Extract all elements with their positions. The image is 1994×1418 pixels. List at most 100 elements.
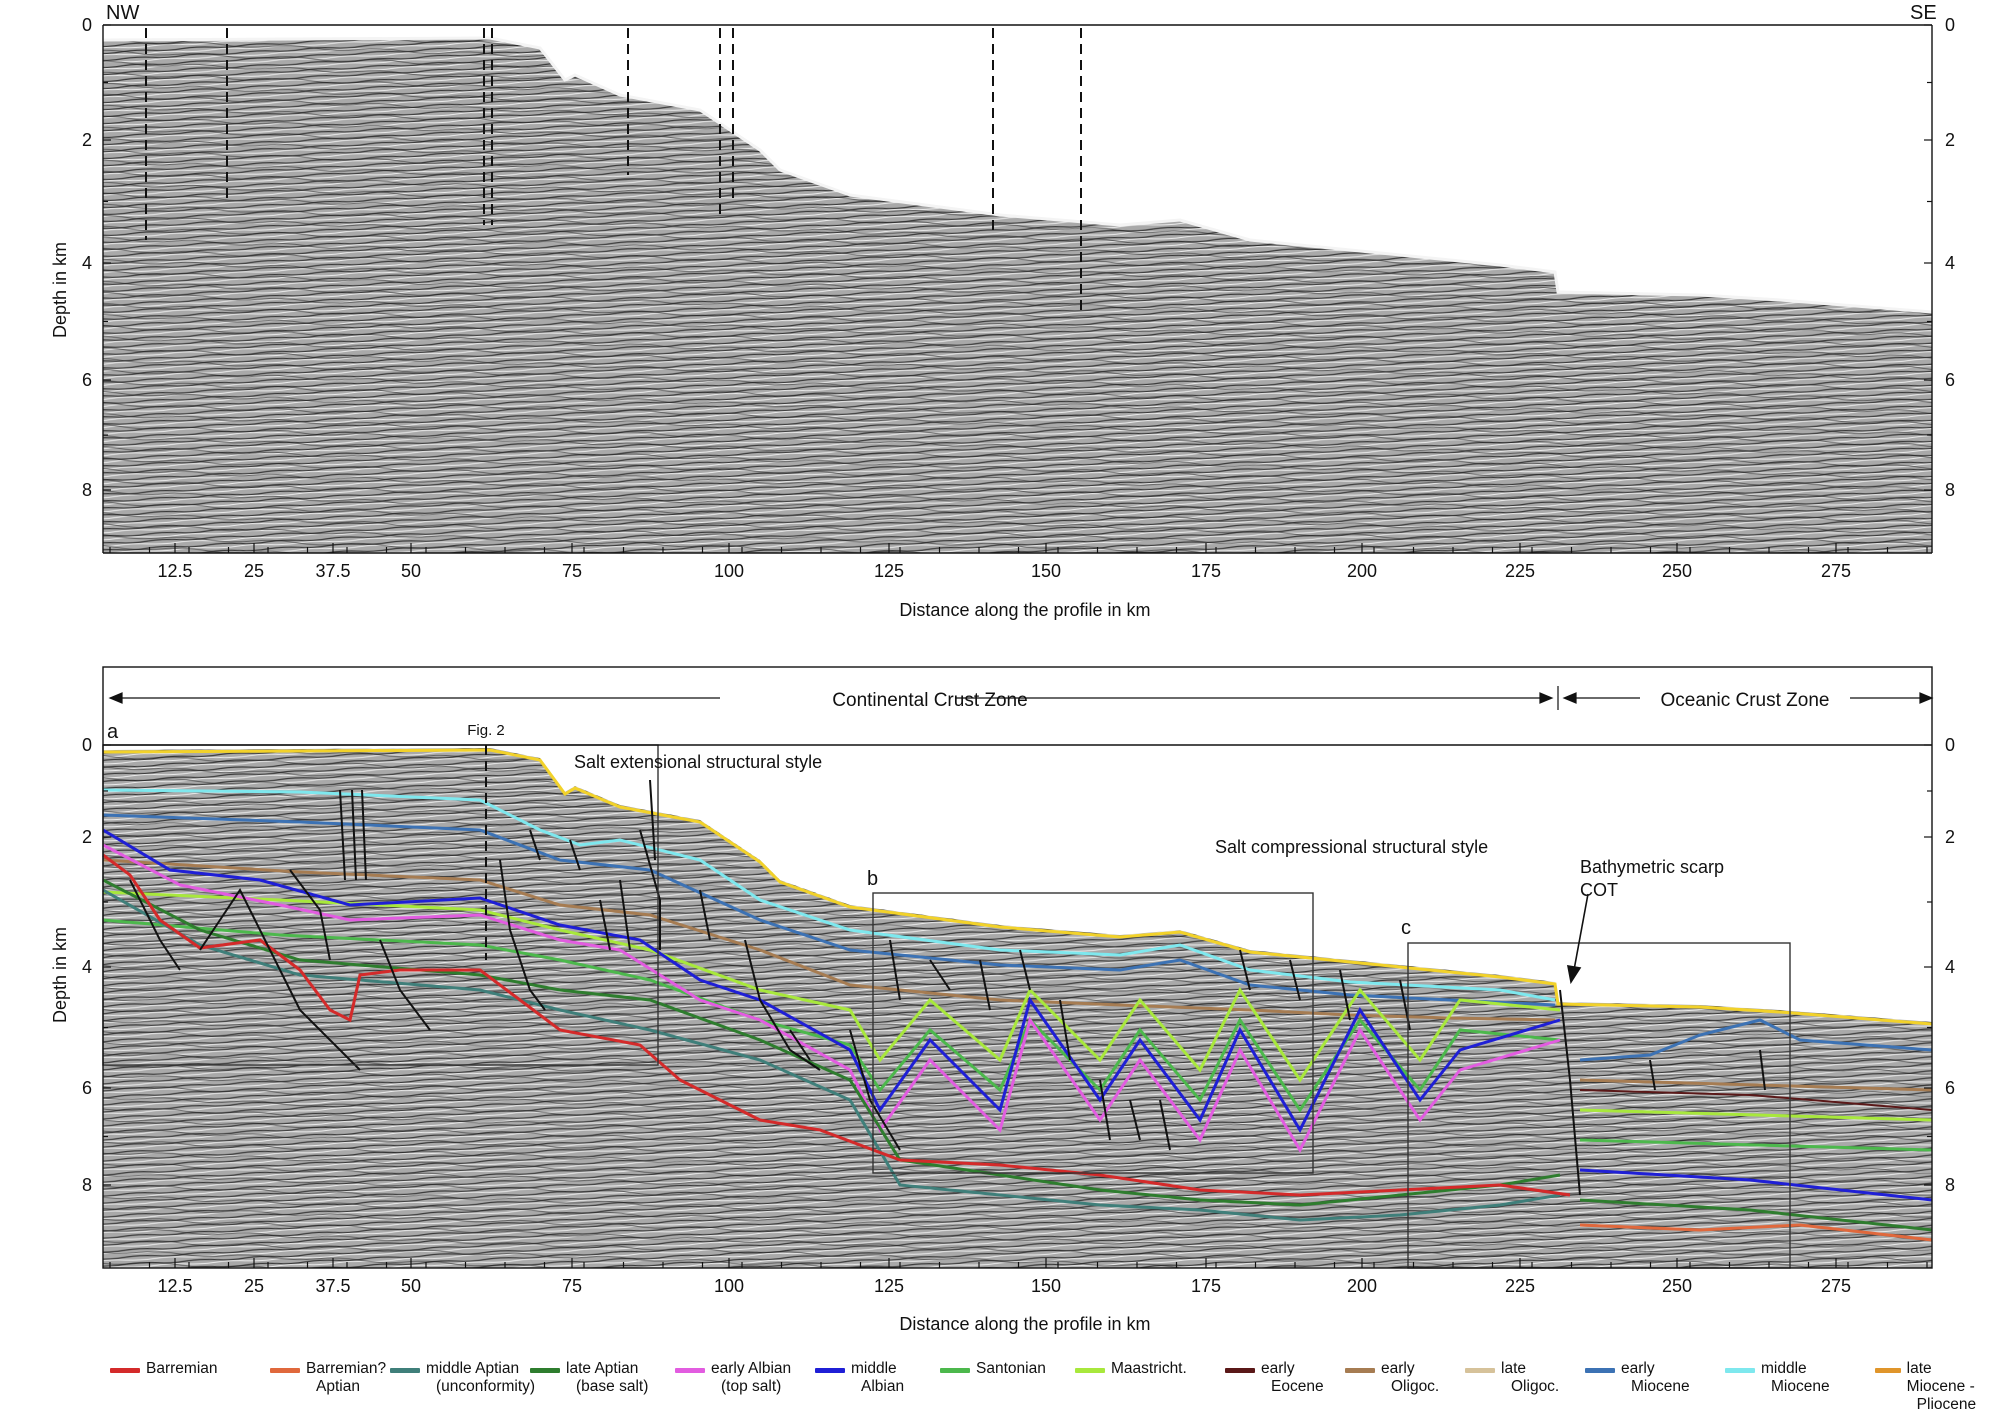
top-seafloor-line (102, 36, 1933, 314)
legend-swatch (1075, 1368, 1105, 1373)
legend-label-line1: Barremian (146, 1360, 218, 1377)
legend-swatch (940, 1368, 970, 1373)
bottom-y-tick-marks (103, 744, 1932, 1186)
scarp-label: Bathymetric scarp (1580, 857, 1724, 877)
x-tick-label: 75 (562, 561, 582, 581)
legend-label: early Albian (top salt) (711, 1360, 791, 1396)
legend-label-line2: Albian (861, 1378, 905, 1395)
x-tick-label: 150 (1031, 1276, 1061, 1296)
legend-label: Maastricht. (1111, 1360, 1187, 1378)
legend-swatch (675, 1368, 705, 1373)
x-tick-label: 175 (1191, 561, 1221, 581)
legend-label: late Oligoc. (1501, 1360, 1559, 1396)
zone-oceanic-label: Oceanic Crust Zone (1661, 690, 1830, 711)
legend-label-line1: middle (1761, 1360, 1807, 1377)
legend-swatch (1875, 1368, 1901, 1373)
top-x-axis-label: Distance along the profile in km (899, 600, 1150, 620)
zone-bar (108, 686, 1934, 710)
horizon-early-miocene (102, 813, 1933, 1062)
horizon-late-miocene-pliocene (102, 748, 1933, 1026)
x-tick-label: 50 (401, 1276, 421, 1296)
legend-label: early Miocene (1621, 1360, 1690, 1396)
y-tick-label-left: 2 (82, 130, 92, 150)
top-frame (102, 24, 1933, 554)
y-tick-label-right: 6 (1945, 370, 1955, 390)
legend-swatch (1585, 1368, 1615, 1373)
legend-item: early Eocene (1225, 1360, 1324, 1396)
x-tick-label: 12.5 (157, 1276, 192, 1296)
x-tick-label: 37.5 (315, 1276, 350, 1296)
y-tick-label-right: 4 (1945, 957, 1955, 977)
y-tick-label-right: 4 (1945, 253, 1955, 273)
legend-label-line1: late (1501, 1360, 1526, 1377)
legend-item: middle Aptian (unconformity) (390, 1360, 535, 1396)
y-tick-label-left: 6 (82, 1078, 92, 1098)
horizon-early-eocene (1579, 1089, 1933, 1111)
top-x-tick-marks (109, 543, 1928, 553)
horizon-maastricht (102, 890, 1933, 1122)
interpreted-faults (129, 779, 1766, 1196)
x-tick-label: 200 (1347, 1276, 1377, 1296)
y-tick-label-left: 0 (82, 735, 92, 755)
horizon-early-albian (102, 843, 1561, 1154)
legend-item: middle Albian (815, 1360, 904, 1396)
legend-label-line2: Aptian (316, 1378, 360, 1395)
x-tick-label: 225 (1505, 561, 1535, 581)
legend-item: late Aptian (base salt) (530, 1360, 648, 1396)
direction-se: SE (1910, 2, 1937, 24)
legend-item: early Oligoc. (1345, 1360, 1439, 1396)
legend-label-line1: Barremian? - (306, 1360, 396, 1377)
legend-swatch (110, 1368, 140, 1373)
x-tick-label: 250 (1662, 1276, 1692, 1296)
legend-swatch (390, 1368, 420, 1373)
legend-label-line2: Miocene (1771, 1378, 1830, 1395)
x-tick-label: 37.5 (315, 561, 350, 581)
legend-swatch (1465, 1368, 1495, 1373)
legend-label-line2: Miocene (1631, 1378, 1690, 1395)
legend-label-line1: late Aptian (566, 1360, 639, 1377)
legend-label-line2: Pliocene (1916, 1396, 1977, 1413)
y-tick-label-left: 8 (82, 1175, 92, 1195)
bottom-x-tick-marks (109, 1258, 1928, 1268)
y-tick-label-left: 8 (82, 480, 92, 500)
direction-nw: NW (106, 2, 139, 24)
legend-label-line2: (top salt) (721, 1378, 782, 1395)
x-tick-label: 275 (1821, 561, 1851, 581)
top-y-axis-label: Depth in km (50, 242, 70, 338)
y-tick-label-left: 4 (82, 253, 92, 273)
legend-label-line1: early (1381, 1360, 1415, 1377)
legend-swatch (1345, 1368, 1375, 1373)
legend-label-line2: Oligoc. (1391, 1378, 1440, 1395)
legend-swatch (270, 1368, 300, 1373)
legend-label-line2: (base salt) (576, 1378, 649, 1395)
y-tick-label-left: 2 (82, 827, 92, 847)
legend-label-line1: early (1261, 1360, 1295, 1377)
bottom-interpreted-panel: Continental Crust Zone Oceanic Crust Zon… (50, 666, 1955, 1334)
top-y-tick-marks (103, 24, 1932, 491)
legend-label-line1: early Albian (711, 1360, 792, 1377)
legend-item: Barremian? - Aptian (270, 1360, 396, 1396)
horizon-middle-albian (102, 828, 1933, 1202)
bottom-y-axis-label: Depth in km (50, 927, 70, 1023)
y-tick-label-right: 6 (1945, 1078, 1955, 1098)
legend-label-line2: Eocene (1271, 1378, 1324, 1395)
legend-label: early Oligoc. (1381, 1360, 1439, 1396)
legend-label: middle Albian (851, 1360, 904, 1396)
legend-label: early Eocene (1261, 1360, 1324, 1396)
x-tick-label: 125 (874, 1276, 904, 1296)
x-tick-label: 25 (244, 1276, 264, 1296)
top-dashed-markers (145, 28, 1082, 310)
legend-label: late Miocene - Pliocene (1907, 1360, 1990, 1414)
cot-label: COT (1580, 880, 1618, 900)
legend-item: Barremian (110, 1360, 218, 1378)
legend-label: Barremian? - Aptian (306, 1360, 396, 1396)
legend-label-line1: middle Aptian (426, 1360, 520, 1377)
scarp-arrow (1567, 893, 1589, 985)
panel-label-b: b (867, 868, 878, 890)
legend-item: early Albian (top salt) (675, 1360, 791, 1396)
legend-item: Santonian (940, 1360, 1046, 1378)
legend-label: middle Miocene (1761, 1360, 1830, 1396)
x-tick-label: 125 (874, 561, 904, 581)
y-tick-label-right: 2 (1945, 130, 1955, 150)
compressional-style-label: Salt compressional structural style (1215, 837, 1488, 857)
